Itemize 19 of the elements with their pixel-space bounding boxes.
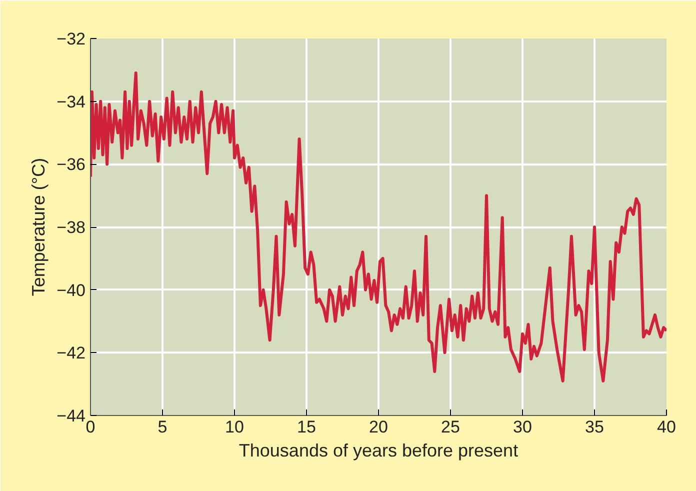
y-tick-label: −40 (56, 280, 86, 300)
x-tick-label: 40 (657, 418, 676, 436)
x-axis-title: Thousands of years before present (238, 440, 518, 460)
x-tick-label: 0 (86, 418, 96, 436)
y-tick-label: −42 (56, 344, 86, 363)
x-tick-label: 30 (513, 418, 532, 436)
x-tick-label: 20 (369, 418, 388, 436)
line-series (90, 72, 666, 382)
x-tick-label: 35 (585, 418, 604, 436)
y-tick-label: −36 (56, 155, 86, 174)
y-tick-label: −32 (56, 30, 86, 48)
y-tick-label: −44 (56, 406, 86, 426)
x-tick-label: 5 (158, 418, 168, 436)
x-tick-label: 15 (297, 418, 316, 436)
y-tick-label: −34 (56, 92, 86, 112)
y-tick-label: −38 (56, 218, 86, 237)
x-tick-label: 25 (441, 418, 460, 436)
x-tick-label: 10 (225, 418, 244, 436)
y-axis-title: Temperature (°C) (28, 158, 49, 296)
